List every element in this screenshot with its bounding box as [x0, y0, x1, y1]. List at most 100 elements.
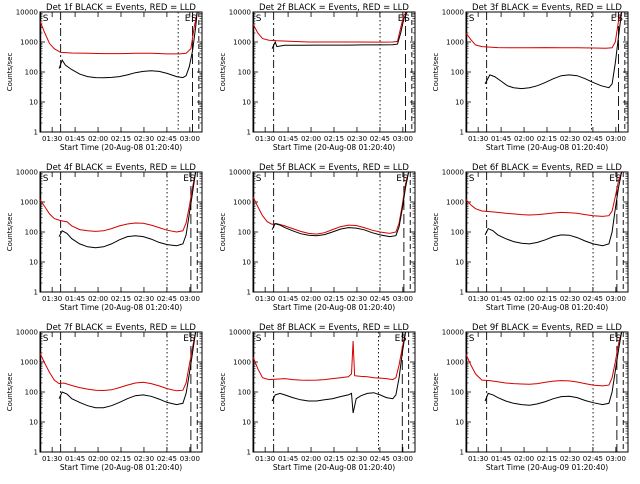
- y-tick-label: 1000: [20, 39, 38, 47]
- y-tick-label: 10000: [442, 9, 464, 17]
- x-tick-label: 01:45: [278, 455, 298, 463]
- x-tick-label: 02:45: [583, 455, 603, 463]
- time-marker-label: S: [403, 174, 409, 184]
- time-marker-label: S: [256, 334, 262, 344]
- y-tick-label: 1000: [20, 359, 38, 367]
- time-marker-label: E: [395, 334, 401, 344]
- x-axis-label: Start Time (20-Aug-08 01:20:40): [486, 143, 608, 152]
- y-axis-label: Counts/sec: [432, 373, 440, 412]
- time-marker-label: S: [617, 14, 623, 24]
- y-tick-label: 10000: [16, 9, 38, 17]
- x-tick-label: 02:30: [560, 455, 580, 463]
- chart-panel-2: Det 2f BLACK = Events, RED = LLD 1 10 100 10…: [219, 3, 416, 152]
- x-tick-label: 02:45: [157, 295, 177, 303]
- x-axis-label: Start Time (20-Aug-08 01:20:40): [60, 463, 182, 472]
- series-line-black: [484, 332, 623, 406]
- x-axis-label: Start Time (20-Aug-08 01:20:40): [486, 303, 608, 312]
- y-axis-label: Counts/sec: [432, 53, 440, 92]
- x-tick-label: 03:00: [393, 455, 413, 463]
- time-marker-label: S: [469, 174, 475, 184]
- y-tick-label: 1: [34, 129, 38, 137]
- series-line-red: [466, 12, 623, 49]
- x-tick-label: 02:30: [134, 135, 154, 143]
- x-tick-label: 02:45: [583, 295, 603, 303]
- x-tick-label: 01:45: [491, 135, 511, 143]
- x-tick-label: 03:00: [180, 455, 200, 463]
- y-tick-label: 100: [238, 229, 251, 237]
- time-marker-label: E: [396, 174, 402, 184]
- chart-panel-6: Det 6f BLACK = Events, RED = LLD 1 10 100 10…: [432, 163, 629, 312]
- x-tick-label: 02:15: [111, 135, 131, 143]
- time-marker-label: S: [191, 14, 197, 24]
- y-axis-label: Counts/sec: [432, 213, 440, 252]
- y-tick-label: 1: [247, 449, 251, 457]
- time-marker-label: E: [609, 174, 615, 184]
- chart-title: Det 5f BLACK = Events, RED = LLD: [259, 163, 409, 173]
- plot-frame: [252, 171, 416, 293]
- y-tick-label: 1000: [20, 199, 38, 207]
- x-tick-label: 01:45: [65, 455, 85, 463]
- x-tick-label: 02:00: [514, 135, 534, 143]
- plot-frame: [465, 171, 629, 293]
- x-tick-label: 01:30: [255, 455, 275, 463]
- y-tick-label: 1000: [233, 39, 251, 47]
- time-marker-label: S: [43, 334, 49, 344]
- y-tick-label: 10: [242, 419, 251, 427]
- x-tick-label: 02:15: [537, 135, 557, 143]
- chart-title: Det 8f BLACK = Events, RED = LLD: [259, 323, 409, 333]
- x-tick-label: 01:45: [65, 295, 85, 303]
- time-marker-label: S: [469, 334, 475, 344]
- time-marker-label: S: [43, 14, 49, 24]
- time-marker-label: E: [185, 14, 191, 24]
- time-marker-label: S: [616, 334, 622, 344]
- y-tick-label: 1000: [233, 359, 251, 367]
- x-tick-label: 01:45: [278, 295, 298, 303]
- series-line-black: [484, 12, 623, 90]
- x-tick-label: 02:30: [347, 135, 367, 143]
- x-tick-label: 02:30: [560, 295, 580, 303]
- x-axis-label: Start Time (20-Aug-08 01:20:40): [273, 463, 395, 472]
- y-tick-label: 10000: [16, 169, 38, 177]
- x-axis-label: Start Time (20-Aug-08 01:20:40): [273, 303, 395, 312]
- x-tick-label: 02:45: [370, 135, 390, 143]
- x-tick-label: 02:00: [514, 295, 534, 303]
- y-tick-label: 10000: [229, 169, 251, 177]
- x-tick-label: 02:15: [111, 455, 131, 463]
- y-tick-label: 100: [451, 229, 464, 237]
- x-tick-label: 01:30: [42, 135, 62, 143]
- y-axis-label: Counts/sec: [219, 213, 227, 252]
- x-tick-label: 02:45: [157, 135, 177, 143]
- y-axis-label: Counts/sec: [6, 213, 14, 252]
- x-tick-label: 02:15: [324, 455, 344, 463]
- time-marker-label: S: [256, 14, 262, 24]
- chart-title: Det 7f BLACK = Events, RED = LLD: [46, 323, 196, 333]
- series-line-red: [40, 332, 197, 392]
- y-tick-label: 10000: [442, 169, 464, 177]
- x-tick-label: 01:30: [42, 295, 62, 303]
- x-tick-label: 03:00: [393, 135, 413, 143]
- series-line-black: [271, 172, 410, 238]
- x-tick-label: 02:30: [134, 455, 154, 463]
- plot-frame: [465, 331, 629, 453]
- series-line-red: [466, 172, 623, 217]
- y-axis-label: Counts/sec: [6, 373, 14, 412]
- time-marker-label: S: [469, 14, 475, 24]
- x-tick-label: 01:45: [491, 455, 511, 463]
- x-tick-label: 02:30: [134, 295, 154, 303]
- plot-frame: [39, 331, 203, 453]
- y-tick-label: 100: [25, 229, 38, 237]
- time-marker-label: E: [183, 334, 189, 344]
- y-tick-label: 10: [455, 99, 464, 107]
- x-tick-label: 01:30: [255, 295, 275, 303]
- x-tick-label: 02:15: [324, 295, 344, 303]
- time-marker-label: E: [183, 174, 189, 184]
- x-tick-label: 02:00: [88, 135, 108, 143]
- chart-panel-9: Det 9f BLACK = Events, RED = LLD 1 10 100 10…: [432, 323, 629, 472]
- plot-frame: [465, 11, 629, 133]
- x-tick-label: 03:00: [606, 455, 626, 463]
- x-tick-label: 02:45: [370, 295, 390, 303]
- x-tick-label: 03:00: [606, 135, 626, 143]
- y-tick-label: 10000: [229, 329, 251, 337]
